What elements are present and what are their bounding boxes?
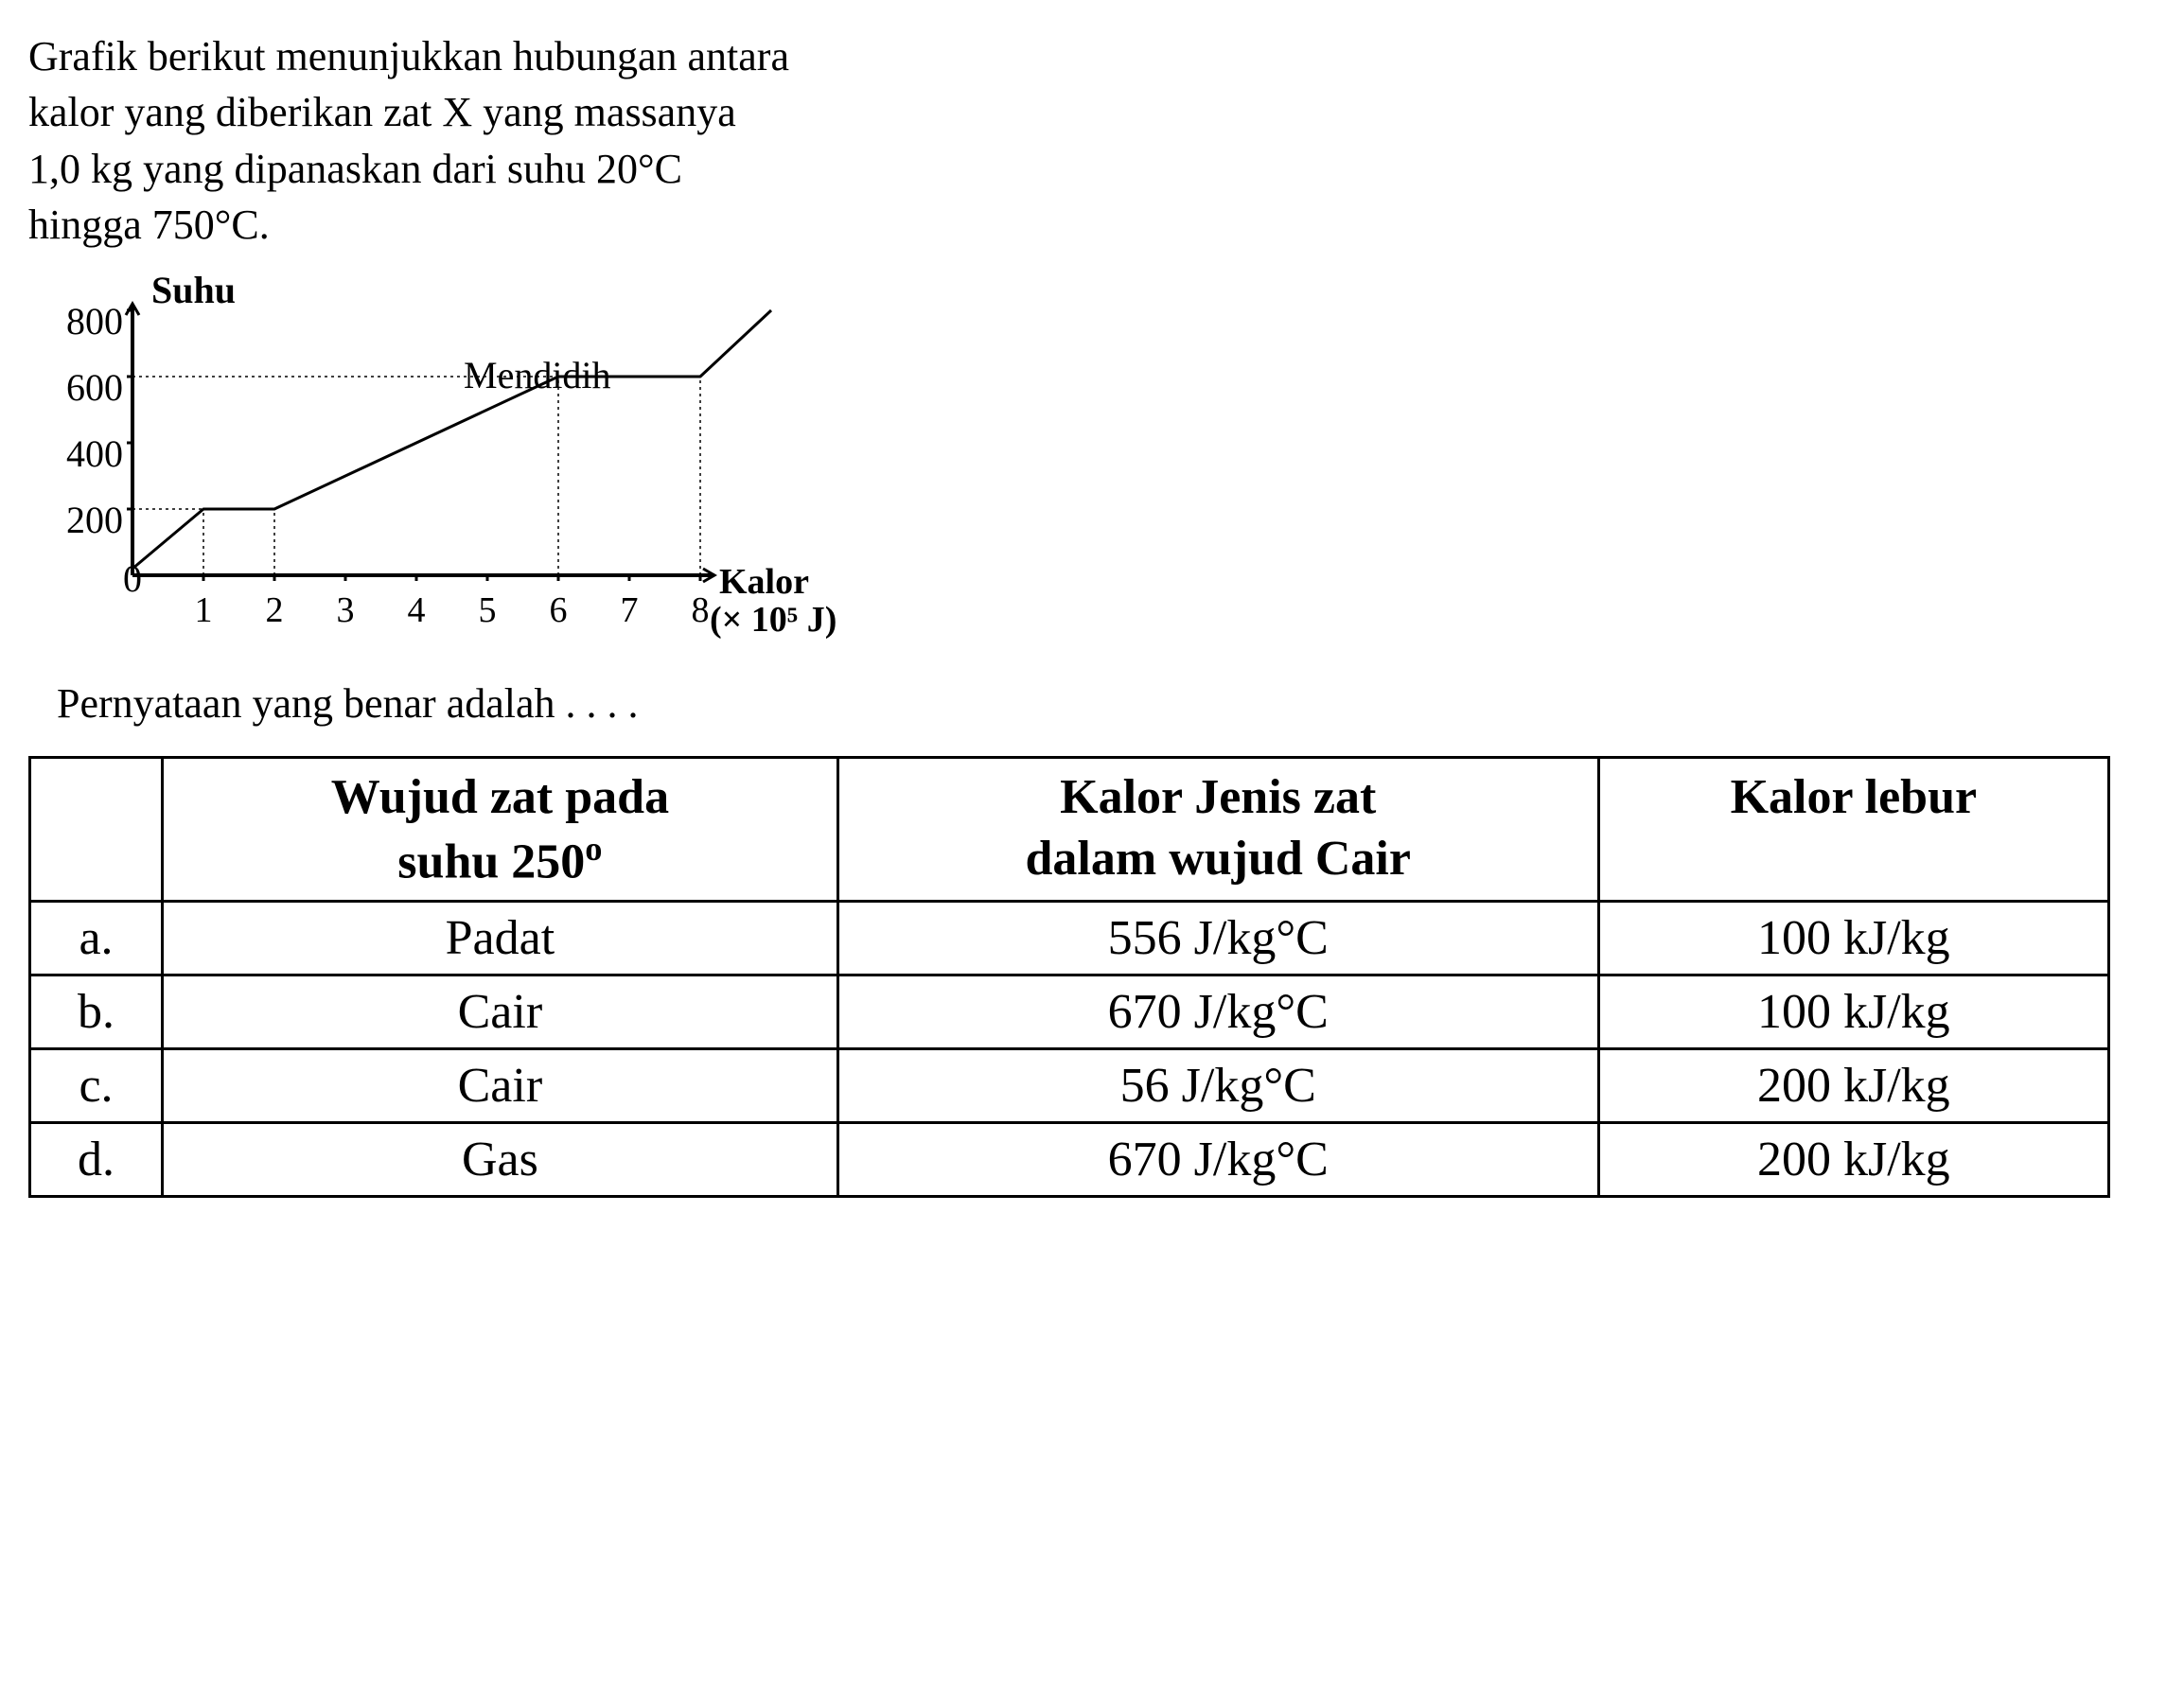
- table-cell-kl: 200 kJ/kg: [1598, 1122, 2108, 1196]
- table-cell-kj: 556 J/kg°C: [837, 901, 1598, 975]
- ytick-0: 0: [66, 556, 142, 601]
- y-axis-title: Suhu: [151, 268, 236, 312]
- xtick-2: 2: [260, 589, 289, 631]
- q-line3: 1,0 kg yang dipanaskan dari suhu 20°C: [28, 146, 682, 192]
- xtick-5: 5: [473, 589, 502, 631]
- table-body: a.Padat556 J/kg°C100 kJ/kgb.Cair670 J/kg…: [30, 901, 2109, 1196]
- ytick-800: 800: [47, 299, 123, 343]
- table-cell-wujud: Cair: [163, 1048, 838, 1122]
- x-axis-title: Kalor: [719, 561, 809, 603]
- statement-text: Pernyataan yang benar adalah . . . .: [57, 679, 1211, 728]
- table-cell-wujud: Padat: [163, 901, 838, 975]
- table-cell-wujud: Cair: [163, 975, 838, 1048]
- xtick-6: 6: [544, 589, 572, 631]
- table-row: d.Gas670 J/kg°C200 kJ/kg: [30, 1122, 2109, 1196]
- x-axis-unit: (× 10⁵ J): [710, 599, 837, 641]
- table-cell-wujud: Gas: [163, 1122, 838, 1196]
- th-kj-l2: dalam wujud Cair: [1026, 832, 1411, 886]
- table-cell-opt: a.: [30, 901, 163, 975]
- th-wujud-l2: suhu 250: [397, 835, 585, 888]
- ytick-400: 400: [47, 431, 123, 476]
- th-kalorjenis: Kalor Jenis zat dalam wujud Cair: [837, 757, 1598, 901]
- answer-table: Wujud zat pada suhu 250o Kalor Jenis zat…: [28, 756, 2110, 1198]
- th-kalorlebur: Kalor lebur: [1598, 757, 2108, 901]
- table-cell-kl: 100 kJ/kg: [1598, 901, 2108, 975]
- table-row: c.Cair56 J/kg°C200 kJ/kg: [30, 1048, 2109, 1122]
- xtick-4: 4: [402, 589, 431, 631]
- q-line1: Grafik berikut menunjukkan hubungan anta…: [28, 33, 789, 79]
- xtick-1: 1: [189, 589, 218, 631]
- ytick-200: 200: [47, 498, 123, 542]
- xtick-3: 3: [331, 589, 360, 631]
- th-wujud-l1: Wujud zat pada: [331, 770, 669, 824]
- xtick-7: 7: [615, 589, 643, 631]
- table-cell-kj: 670 J/kg°C: [837, 1122, 1598, 1196]
- table-row: b.Cair670 J/kg°C100 kJ/kg: [30, 975, 2109, 1048]
- table-cell-kl: 200 kJ/kg: [1598, 1048, 2108, 1122]
- degree-sup: o: [585, 830, 602, 868]
- table-row: a.Padat556 J/kg°C100 kJ/kg: [30, 901, 2109, 975]
- th-option: [30, 757, 163, 901]
- ytick-600: 600: [47, 365, 123, 410]
- table-cell-opt: d.: [30, 1122, 163, 1196]
- table-cell-kj: 670 J/kg°C: [837, 975, 1598, 1048]
- q-line2: kalor yang diberikan zat X yang massanya: [28, 89, 736, 135]
- table-header-row: Wujud zat pada suhu 250o Kalor Jenis zat…: [30, 757, 2109, 901]
- heating-curve-chart: Suhu Mendidih 800 600 400 200 0 1 2 3 4 …: [47, 272, 852, 670]
- question-text: Grafik berikut menunjukkan hubungan anta…: [28, 28, 1211, 254]
- th-wujud: Wujud zat pada suhu 250o: [163, 757, 838, 901]
- table-cell-opt: c.: [30, 1048, 163, 1122]
- q-line4: hingga 750°C.: [28, 202, 270, 248]
- chart-annotation: Mendidih: [464, 353, 611, 397]
- table-cell-kl: 100 kJ/kg: [1598, 975, 2108, 1048]
- table-cell-opt: b.: [30, 975, 163, 1048]
- table-cell-kj: 56 J/kg°C: [837, 1048, 1598, 1122]
- th-kj-l1: Kalor Jenis zat: [1060, 770, 1376, 824]
